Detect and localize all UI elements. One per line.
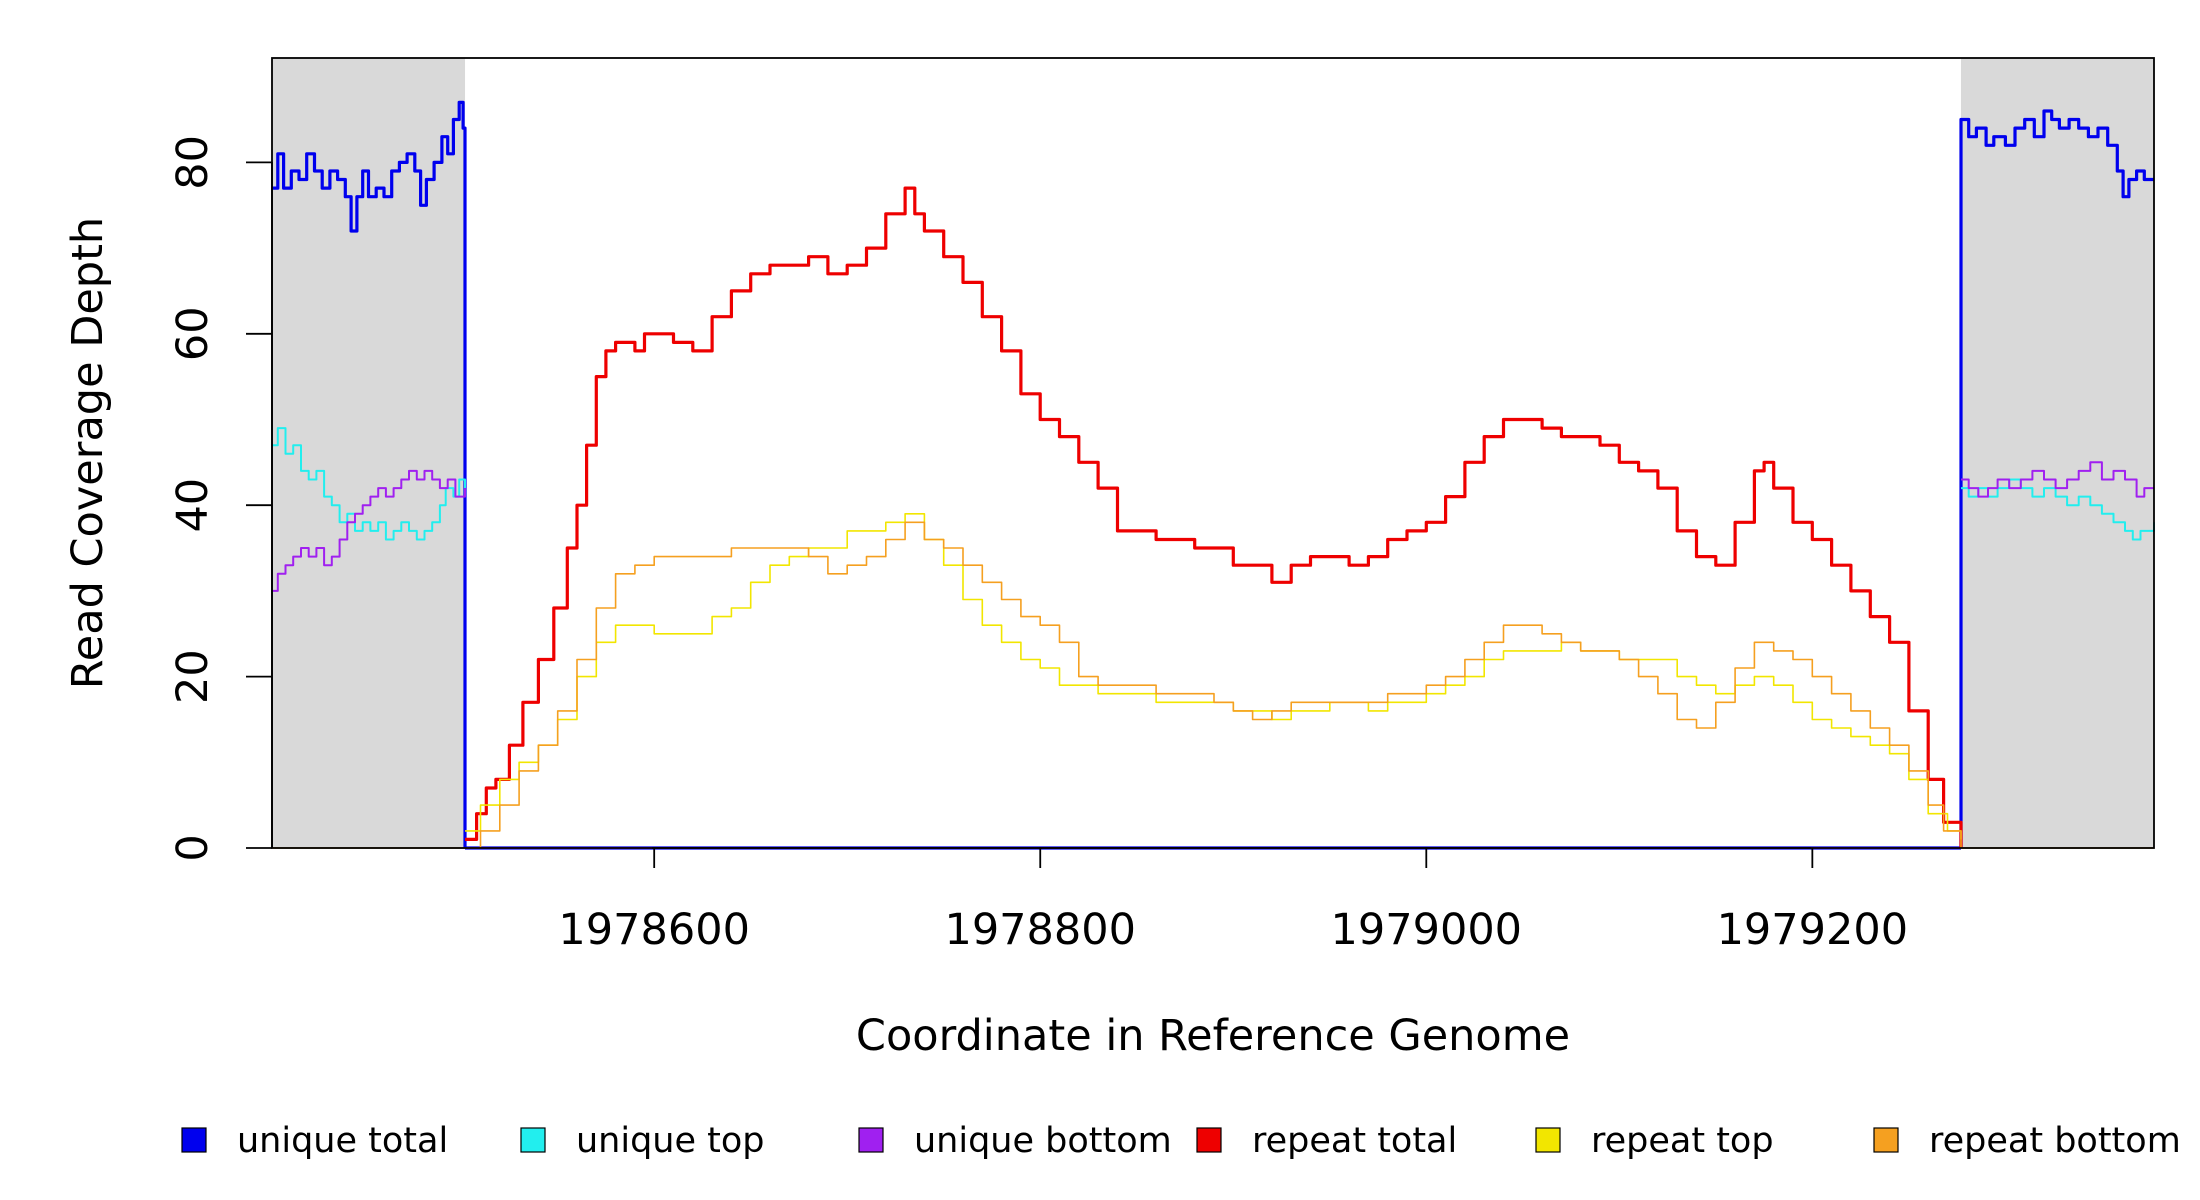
series-line-unique-total-2 bbox=[1959, 109, 2154, 848]
legend-item-repeat-bottom: repeat bottom bbox=[1873, 1121, 2181, 1161]
y-tick-label: 40 bbox=[168, 478, 218, 533]
x-tick-label: 1978600 bbox=[558, 905, 750, 955]
legend-swatch bbox=[1535, 1127, 1561, 1153]
series-line-repeat-total-0 bbox=[465, 186, 1963, 848]
legend-label: unique total bbox=[237, 1121, 448, 1161]
x-tick-label: 1978800 bbox=[944, 905, 1136, 955]
x-tick-label: 1979000 bbox=[1331, 905, 1523, 955]
flank-shading bbox=[272, 58, 2154, 848]
legend-label: unique bottom bbox=[914, 1121, 1172, 1161]
series-line-unique-bottom-2 bbox=[1961, 461, 2154, 498]
series-line-repeat-bottom-1 bbox=[465, 521, 1962, 849]
series-unique-total bbox=[272, 100, 2154, 850]
x-ticks: 1978600 1978800 1979000 1979200 bbox=[558, 848, 1908, 955]
legend-item-unique-total: unique total bbox=[181, 1121, 448, 1161]
legend-label: repeat total bbox=[1252, 1121, 1457, 1161]
y-tick-label: 60 bbox=[168, 306, 218, 361]
x-axis-label: Coordinate in Reference Genome bbox=[856, 1011, 1570, 1061]
plot-frame bbox=[271, 57, 2155, 849]
series-line-unique-bottom-0 bbox=[272, 469, 466, 592]
legend-item-unique-top: unique top bbox=[520, 1121, 765, 1161]
legend-label: unique top bbox=[576, 1121, 765, 1161]
legend-swatch bbox=[520, 1127, 546, 1153]
series-unique-top bbox=[272, 427, 2155, 541]
legend-swatch bbox=[1873, 1127, 1899, 1153]
legend-item-repeat-total: repeat total bbox=[1196, 1121, 1457, 1161]
legend-label: repeat top bbox=[1591, 1121, 1774, 1161]
series-layer bbox=[272, 100, 2155, 850]
legend: unique total unique top unique bottom repea… bbox=[181, 1121, 2181, 1161]
series-repeat-total bbox=[465, 186, 1963, 848]
x-tick-label: 1979200 bbox=[1717, 905, 1909, 955]
series-repeat-bottom bbox=[272, 521, 2154, 849]
legend-swatch bbox=[181, 1127, 207, 1153]
legend-swatch bbox=[1196, 1127, 1222, 1153]
series-line-unique-total-0 bbox=[272, 100, 467, 848]
legend-label: repeat bottom bbox=[1929, 1121, 2181, 1161]
legend-swatch bbox=[858, 1127, 884, 1153]
series-line-unique-top-0 bbox=[272, 427, 466, 541]
legend-item-unique-bottom: unique bottom bbox=[858, 1121, 1172, 1161]
y-axis-label: Read Coverage Depth bbox=[63, 217, 113, 689]
y-tick-label: 80 bbox=[168, 135, 218, 190]
shaded-region-1 bbox=[1960, 58, 2154, 848]
y-tick-label: 0 bbox=[168, 834, 218, 861]
legend-item-repeat-top: repeat top bbox=[1535, 1121, 1774, 1161]
y-tick-label: 20 bbox=[168, 649, 218, 704]
y-ticks: 0 20 40 60 80 bbox=[168, 135, 272, 862]
